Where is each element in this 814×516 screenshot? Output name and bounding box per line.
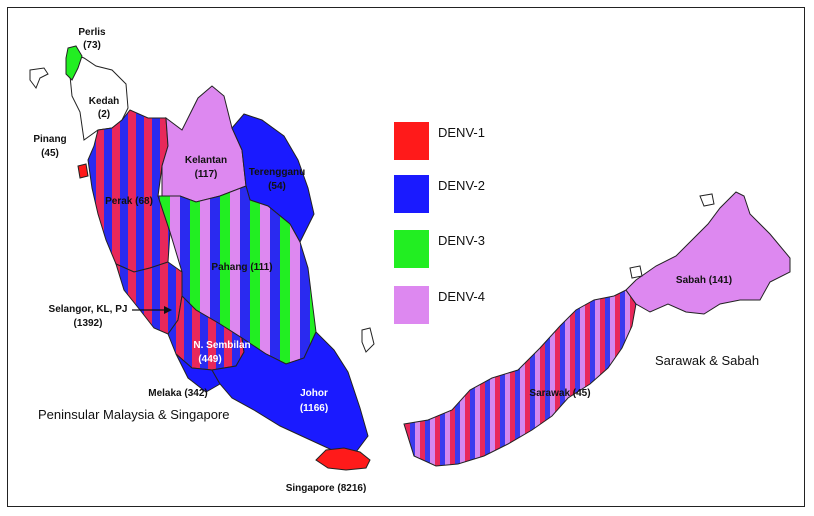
legend-label-denv4: DENV-4 xyxy=(438,289,485,304)
region-title-peninsular: Peninsular Malaysia & Singapore xyxy=(38,407,230,422)
label-johor-name: Johor xyxy=(300,388,328,399)
state-sabah xyxy=(625,191,791,315)
region-title-borneo: Sarawak & Sabah xyxy=(655,353,759,368)
state-kelantan xyxy=(161,85,247,203)
state-sarawak xyxy=(403,289,637,467)
label-singapore: Singapore (8216) xyxy=(286,483,367,494)
label-perlis-name: Perlis xyxy=(78,27,106,38)
label-melaka: Melaka (342) xyxy=(148,388,207,399)
label-kelantan-count: (117) xyxy=(195,169,218,180)
label-pahang: Pahang (111) xyxy=(211,262,272,273)
label-selangor-name: Selangor, KL, PJ xyxy=(49,304,128,315)
island-tioman xyxy=(361,327,375,353)
state-singapore xyxy=(315,447,371,471)
state-pinang xyxy=(77,163,89,179)
state-perlis xyxy=(65,45,83,81)
label-terengganu-name: Terengganu xyxy=(249,167,305,178)
state-perak xyxy=(87,109,171,273)
island-borneo-north xyxy=(699,193,715,207)
label-selangor-count: (1392) xyxy=(74,318,103,329)
label-terengganu-count: (54) xyxy=(268,181,286,192)
legend-label-denv3: DENV-3 xyxy=(438,233,485,248)
label-johor-count: (1166) xyxy=(300,403,328,414)
label-sabah: Sabah (141) xyxy=(676,275,732,286)
label-perak: Perak (68) xyxy=(105,196,153,207)
state-selangor xyxy=(115,261,183,335)
legend-swatch-denv4 xyxy=(394,286,429,324)
legend: DENV-1 DENV-2 DENV-3 DENV-4 xyxy=(394,122,485,324)
state-johor xyxy=(211,331,369,453)
island-langkawi xyxy=(29,67,49,90)
label-sarawak: Sarawak (45) xyxy=(529,388,590,399)
legend-label-denv2: DENV-2 xyxy=(438,178,485,193)
label-pinang-count: (45) xyxy=(41,148,59,159)
label-kedah-count: (2) xyxy=(98,109,110,120)
label-perlis-count: (73) xyxy=(83,40,101,51)
label-nsembilan-name: N. Sembilan xyxy=(193,340,250,351)
legend-swatch-denv1 xyxy=(394,122,429,160)
label-kelantan-name: Kelantan xyxy=(185,155,227,166)
legend-label-denv1: DENV-1 xyxy=(438,125,485,140)
legend-swatch-denv3 xyxy=(394,230,429,268)
label-pinang-name: Pinang xyxy=(33,134,66,145)
label-kedah-name: Kedah xyxy=(89,96,120,107)
legend-swatch-denv2 xyxy=(394,175,429,213)
selangor-arrowhead xyxy=(164,306,172,314)
label-nsembilan-count: (449) xyxy=(198,354,221,365)
island-brunei-bay xyxy=(629,265,643,279)
